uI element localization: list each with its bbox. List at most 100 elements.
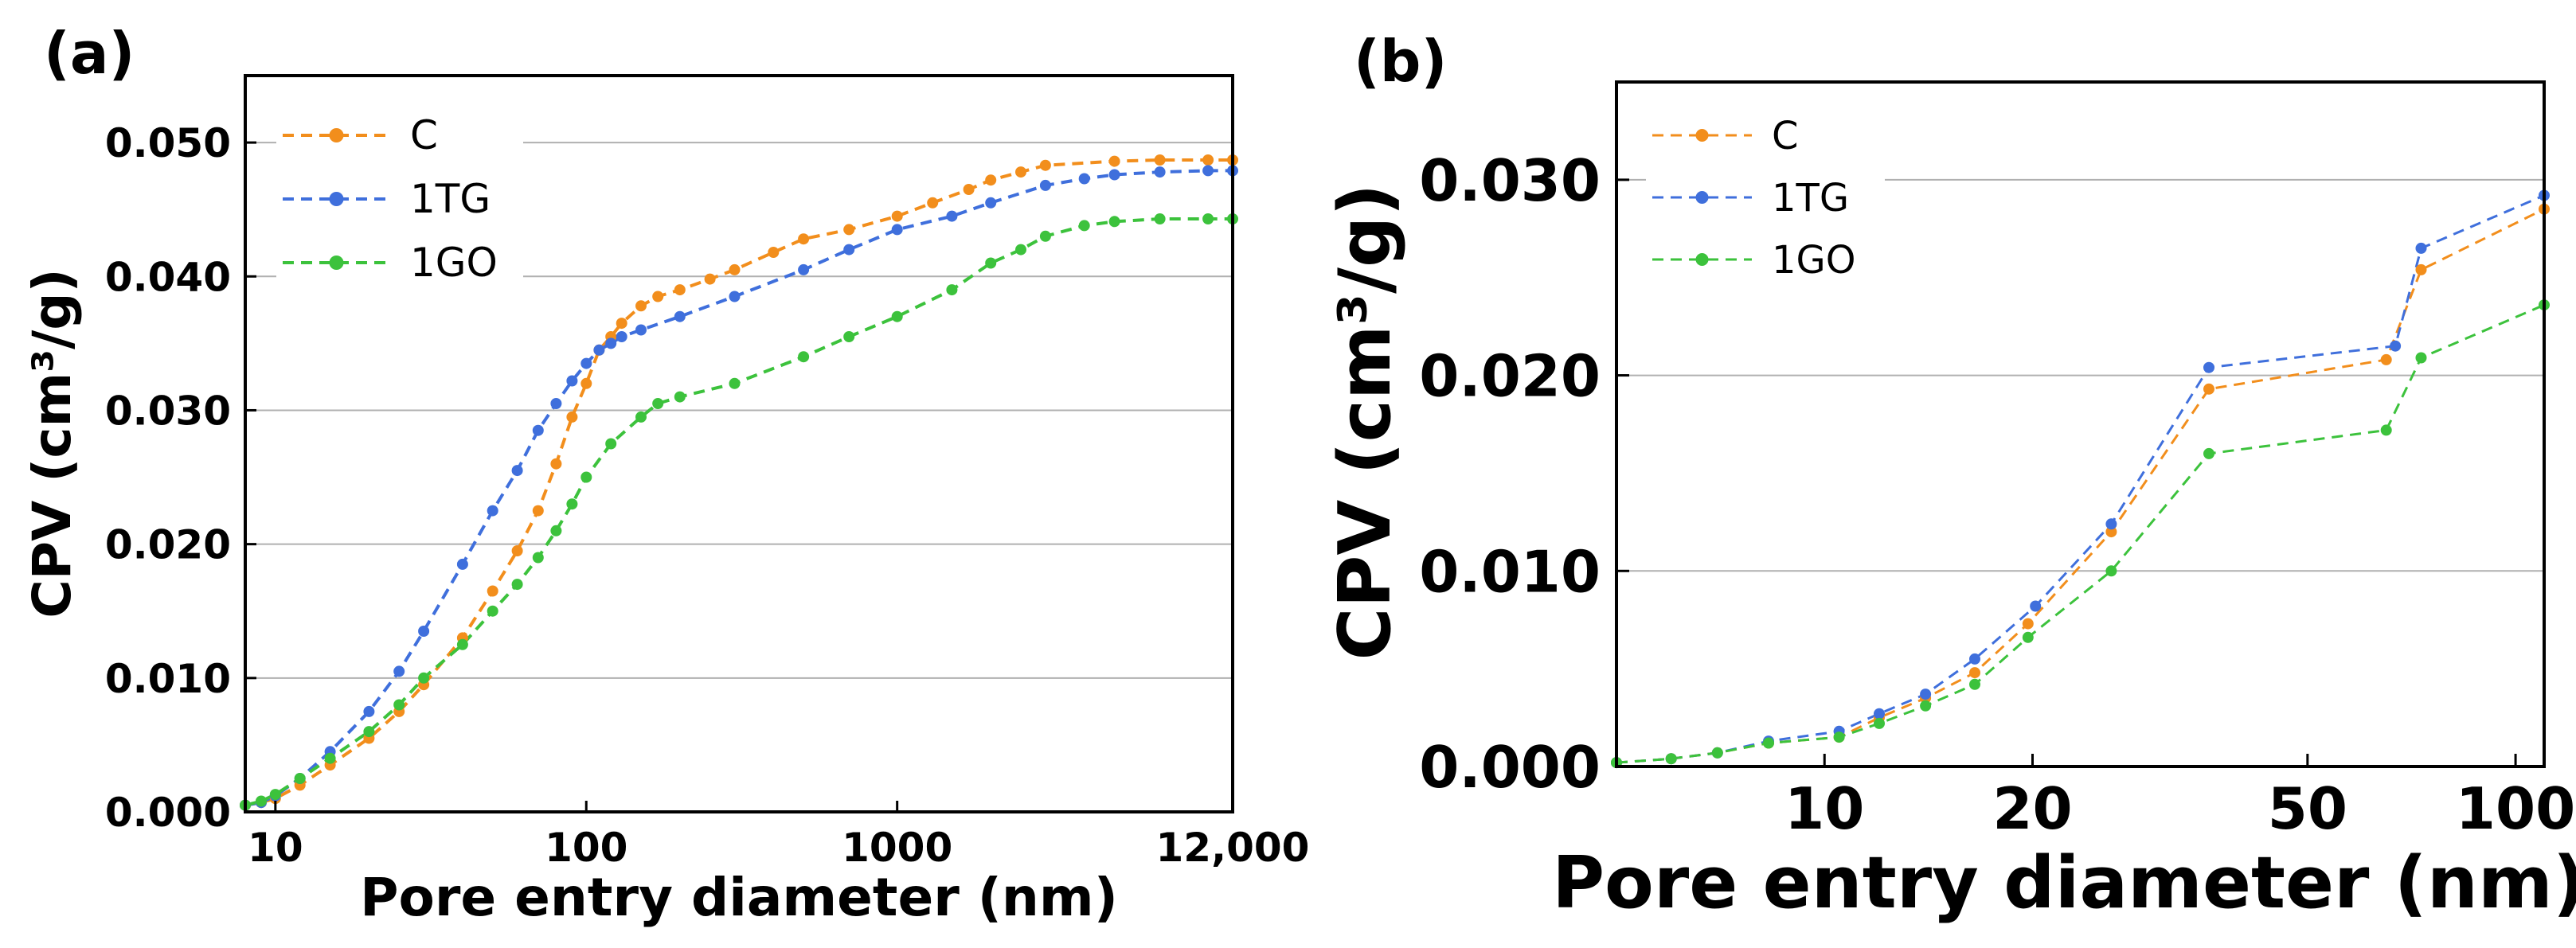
data-point-b-1go-2 (1711, 747, 1723, 759)
data-point-b-1go-12 (2415, 352, 2427, 364)
y-tick-label-b-3: 0.030 (1419, 147, 1601, 214)
y-tick-label-a-4: 0.040 (105, 254, 231, 300)
legend-marker-a-2 (329, 256, 344, 270)
y-axis-label-b: CPV (cm³/g) (1323, 183, 1407, 660)
legend-bg-b-1 (1646, 169, 1885, 224)
data-point-a-1go-20 (798, 351, 810, 363)
data-point-a-1tg-5 (363, 705, 375, 717)
data-point-a-1tg-22 (843, 244, 855, 256)
data-point-a-1tg-10 (511, 465, 523, 477)
series-line-b-c (1616, 208, 2545, 764)
data-point-a-c-27 (927, 197, 939, 209)
series-lines-b (1616, 194, 2545, 764)
data-point-a-1go-1 (256, 795, 267, 807)
y-ticks-a: 0.000 0.010 0.020 0.030 0.040 0.050 (105, 120, 256, 836)
data-point-a-1tg-17 (616, 331, 627, 342)
data-point-a-1go-21 (843, 331, 855, 342)
data-point-b-1tg-9 (2105, 518, 2117, 530)
legend-entry-b-1go: 1GO (1646, 231, 1885, 287)
x-axis-label-b: Pore entry diameter (nm) (1552, 841, 2576, 925)
data-point-a-1tg-20 (729, 291, 741, 302)
data-point-a-1tg-13 (566, 375, 578, 387)
data-point-a-1tg-12 (550, 398, 562, 409)
series-lines-a (244, 158, 1233, 807)
legend-bg-b-2 (1646, 231, 1885, 287)
data-point-a-1tg-25 (985, 197, 997, 209)
data-point-a-1tg-19 (674, 310, 686, 322)
legend-marker-a-1 (329, 192, 344, 206)
data-point-a-1tg-18 (635, 324, 647, 336)
data-point-a-1go-6 (393, 699, 405, 711)
data-point-a-c-17 (616, 318, 627, 330)
data-point-a-c-30 (1015, 166, 1026, 178)
data-point-a-1go-14 (580, 471, 592, 483)
data-point-b-1go-8 (2022, 631, 2034, 643)
panel-b: (b) 0.000 0.010 0.020 0.030 10 20 50 100 Pore … (1323, 28, 2576, 925)
legend-marker-b-0 (1695, 129, 1709, 142)
data-point-a-c-20 (674, 284, 686, 296)
y-tick-label-b-2: 0.020 (1419, 343, 1601, 410)
data-point-b-1tg-5 (1874, 708, 1885, 720)
x-tick-label-b-1: 20 (1992, 775, 2072, 842)
series-line-a-c (244, 158, 1233, 807)
data-point-a-1tg-6 (393, 665, 405, 677)
data-point-a-1tg-24 (946, 210, 958, 222)
data-point-a-1tg-11 (532, 424, 544, 436)
y-tick-label-a-2: 0.020 (105, 522, 231, 568)
x-tick-label-a-3: 12,000 (1156, 825, 1310, 871)
data-point-a-1go-27 (1078, 220, 1090, 232)
data-point-a-1go-16 (635, 411, 647, 423)
data-point-b-1go-3 (1763, 737, 1774, 749)
data-point-a-1go-12 (550, 525, 562, 536)
data-point-b-c-7 (1969, 667, 1980, 679)
data-point-a-1tg-28 (1108, 169, 1120, 181)
data-point-a-1go-30 (1202, 213, 1214, 224)
x-tick-label-a-1: 100 (545, 825, 627, 871)
legend-bg-a-1 (276, 170, 523, 226)
data-point-a-1go-17 (652, 398, 664, 409)
data-point-b-1go-5 (1874, 717, 1885, 729)
data-point-a-1go-3 (294, 773, 306, 784)
x-tick-label-b-2: 50 (2268, 775, 2347, 842)
data-point-b-1go-1 (1665, 753, 1677, 765)
data-point-a-c-28 (963, 184, 975, 195)
data-point-a-1go-11 (532, 552, 544, 564)
data-point-b-1tg-10 (2203, 361, 2214, 373)
legend-label-a-2: 1GO (410, 240, 498, 286)
data-point-a-1go-15 (605, 438, 617, 450)
data-point-a-1go-5 (363, 726, 375, 738)
y-axis-label-a: CPV (cm³/g) (21, 268, 83, 618)
data-point-b-1go-9 (2105, 565, 2117, 577)
data-point-a-1go-28 (1108, 216, 1120, 228)
data-point-a-1tg-9 (487, 505, 498, 517)
data-point-a-1go-13 (566, 498, 578, 510)
data-point-a-1go-25 (1015, 244, 1026, 256)
legend-marker-a-0 (329, 128, 344, 142)
data-point-a-c-13 (566, 411, 578, 423)
data-point-a-c-12 (550, 458, 562, 470)
x-tick-label-a-0: 10 (248, 825, 303, 871)
data-point-a-c-14 (580, 377, 592, 389)
panel-label-b: (b) (1354, 28, 1447, 95)
legend-entry-b-c: C (1646, 107, 1885, 162)
x-tick-label-b-3: 100 (2456, 775, 2575, 842)
data-point-a-c-23 (768, 247, 780, 258)
legend-label-a-0: C (410, 112, 438, 158)
data-point-a-1tg-30 (1202, 165, 1214, 177)
x-ticks-a: 10 100 1000 12,000 (248, 801, 1309, 871)
data-point-a-1tg-15 (593, 344, 605, 356)
plot-frame-a (244, 74, 1234, 813)
data-point-a-c-29 (985, 174, 997, 186)
data-point-a-1go-26 (1039, 230, 1051, 242)
y-tick-label-b-0: 0.000 (1419, 734, 1601, 801)
y-tick-label-a-3: 0.030 (105, 388, 231, 434)
data-point-a-1tg-23 (891, 224, 903, 236)
y-tick-label-a-0: 0.000 (105, 790, 231, 836)
data-point-b-1tg-6 (1920, 689, 1932, 700)
data-point-a-1go-10 (511, 579, 523, 591)
legend-label-b-0: C (1772, 114, 1799, 158)
y-tick-label-b-1: 0.010 (1419, 538, 1601, 605)
x-axis-label-a: Pore entry diameter (nm) (360, 867, 1118, 928)
data-point-b-1tg-7 (1969, 653, 1980, 665)
series-points-b (1611, 189, 2550, 769)
